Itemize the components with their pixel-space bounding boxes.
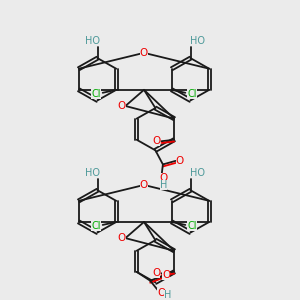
Text: O: O [162,270,170,280]
Text: Cl: Cl [92,89,101,99]
Text: HO: HO [190,36,205,46]
Text: O: O [152,268,160,278]
Text: O: O [152,136,160,146]
Text: O: O [140,180,148,190]
Text: Cl: Cl [187,89,196,99]
Text: O: O [140,48,148,58]
Text: Cl: Cl [187,221,196,231]
Text: H: H [164,290,171,300]
Text: O: O [158,288,166,298]
Text: Cl: Cl [92,221,101,231]
Text: HO: HO [85,168,100,178]
Text: H: H [160,180,167,190]
Text: HO: HO [190,168,205,178]
Text: O: O [160,173,168,183]
Text: O: O [117,101,126,111]
Text: HO: HO [85,36,100,46]
Text: O: O [176,156,184,166]
Text: O: O [117,233,126,243]
